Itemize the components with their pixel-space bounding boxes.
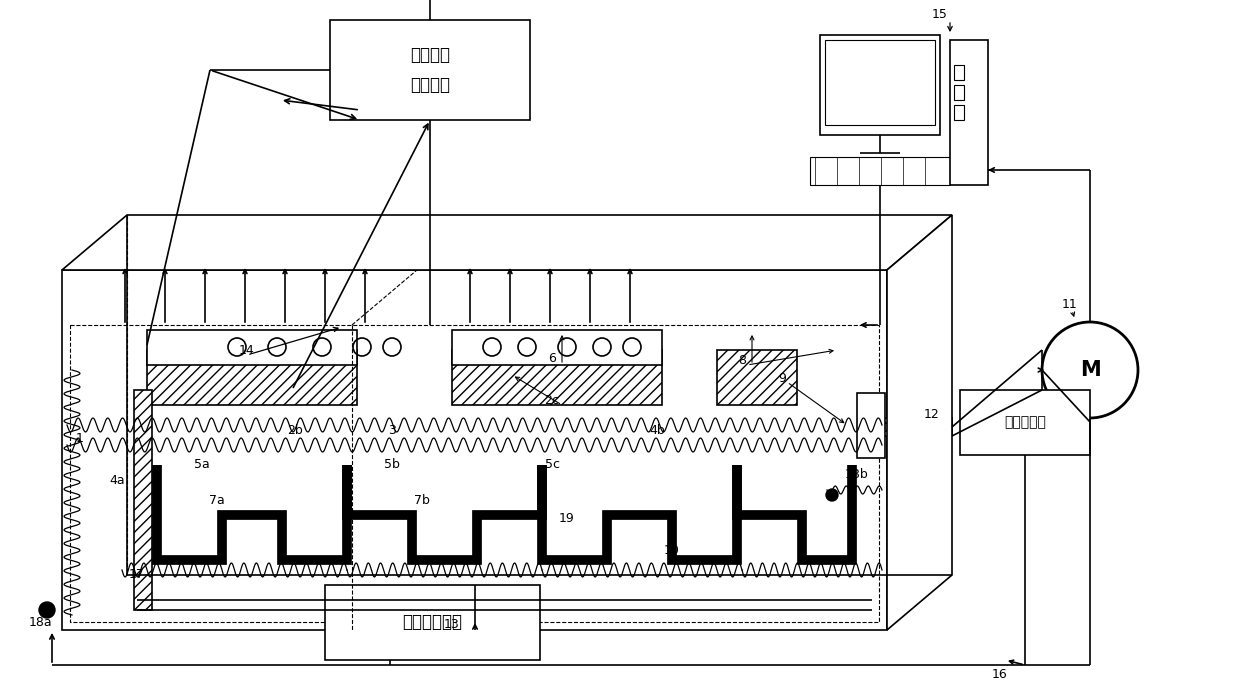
Bar <box>820 35 940 135</box>
Text: 14: 14 <box>239 344 255 356</box>
Text: 6: 6 <box>548 351 556 365</box>
Bar <box>134 390 153 610</box>
Bar <box>453 350 662 405</box>
Text: 7a: 7a <box>210 494 224 507</box>
Polygon shape <box>887 215 952 630</box>
Text: 3: 3 <box>388 424 396 437</box>
Text: 5c: 5c <box>544 458 559 472</box>
Text: 8: 8 <box>738 354 746 367</box>
Text: 16: 16 <box>992 668 1008 682</box>
Bar <box>69 325 879 622</box>
Circle shape <box>826 489 838 501</box>
Bar <box>148 330 357 365</box>
Text: 18b: 18b <box>846 468 869 482</box>
Text: 17: 17 <box>129 568 145 582</box>
Bar <box>330 20 529 120</box>
Bar <box>857 393 885 458</box>
Text: M: M <box>1080 360 1100 380</box>
Bar <box>954 105 963 120</box>
Text: 4b: 4b <box>649 424 665 437</box>
Text: 11: 11 <box>1063 298 1078 312</box>
Text: 12: 12 <box>924 409 940 421</box>
Text: 7b: 7b <box>414 494 430 507</box>
Bar <box>954 85 963 100</box>
Text: 冲击电流: 冲击电流 <box>410 46 450 64</box>
Text: 介电谱测试仪: 介电谱测试仪 <box>402 613 463 631</box>
Bar <box>453 330 662 365</box>
Bar <box>325 585 539 660</box>
Bar <box>717 350 797 405</box>
Bar <box>882 423 952 431</box>
Bar <box>950 40 988 185</box>
Text: 1: 1 <box>76 431 84 444</box>
Text: 发生装置: 发生装置 <box>410 76 450 94</box>
Text: 2c: 2c <box>544 393 559 407</box>
Text: 2b: 2b <box>288 424 303 437</box>
Text: 18a: 18a <box>29 615 52 629</box>
Text: 9: 9 <box>777 372 786 384</box>
Bar <box>810 157 950 185</box>
Bar <box>825 40 935 125</box>
Circle shape <box>38 602 55 618</box>
Text: 19: 19 <box>559 512 575 524</box>
Text: 15: 15 <box>932 8 947 22</box>
Text: 4a: 4a <box>109 473 125 486</box>
Text: 5b: 5b <box>384 458 401 472</box>
Text: 13: 13 <box>444 619 460 631</box>
Text: 温度控制器: 温度控制器 <box>1004 415 1045 429</box>
Bar <box>148 350 357 405</box>
Bar <box>882 418 952 436</box>
Polygon shape <box>62 215 952 270</box>
Text: 5a: 5a <box>195 458 210 472</box>
Bar <box>954 65 963 80</box>
Bar <box>62 270 887 630</box>
Bar <box>960 390 1090 455</box>
Text: 10: 10 <box>665 543 680 556</box>
